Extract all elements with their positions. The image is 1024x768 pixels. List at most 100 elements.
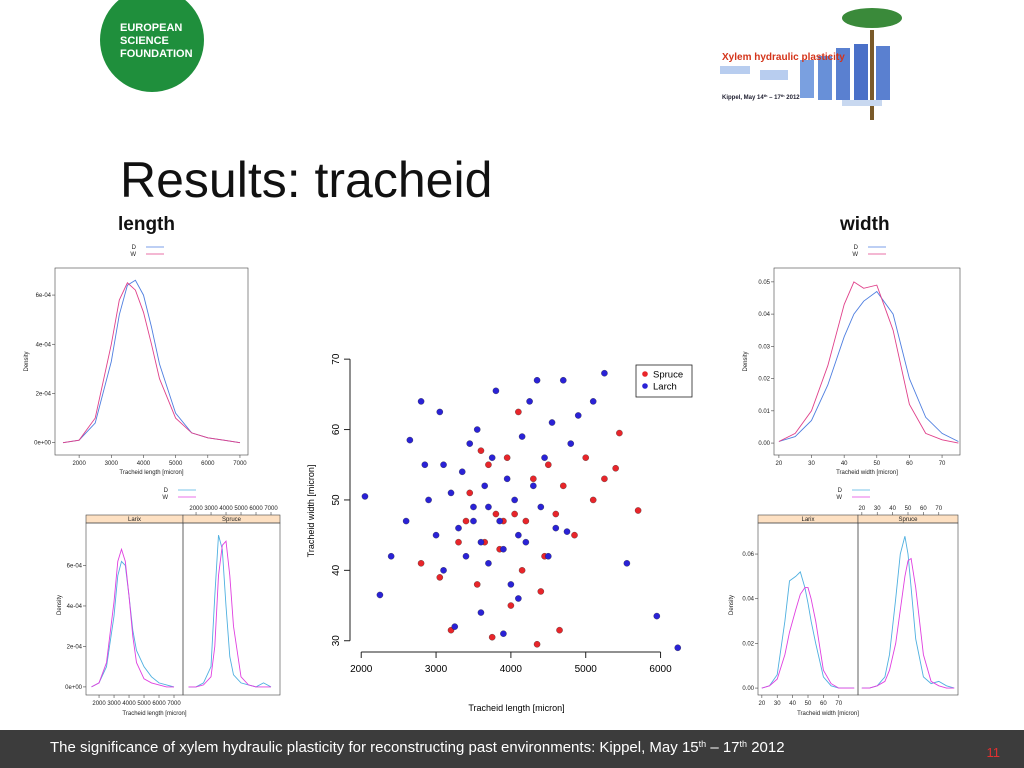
scatter-point	[522, 538, 530, 546]
scatter-point	[421, 461, 429, 468]
sup: th	[740, 739, 748, 749]
legend-marker	[642, 383, 648, 389]
x-tick-label: 7000	[233, 461, 247, 467]
scatter-point	[515, 408, 522, 416]
slide-title: Results: tracheid	[120, 152, 492, 208]
y-tick-label: 0.03	[758, 344, 770, 350]
workshop-date: Kippel, May 14th – 17th 2012	[722, 93, 800, 102]
x-axis-label: Tracheid width [micron]	[797, 711, 859, 717]
x-axis-label: Tracheid length [micron]	[122, 711, 186, 717]
scatter-point	[462, 553, 470, 560]
y-tick-label: 0.02	[758, 377, 770, 383]
x-tick-label: 50	[873, 461, 880, 467]
x-tick-label: 2000	[350, 664, 373, 675]
sup: th	[764, 93, 768, 98]
x-tick-label: 3000	[425, 664, 448, 675]
density-line	[62, 282, 241, 444]
x-tick-label: 60	[906, 461, 913, 467]
panel-title: Spruce	[898, 517, 918, 523]
x-tick-label: 70	[935, 506, 942, 512]
scatter-point	[455, 538, 462, 546]
x-tick-label: 5000	[169, 461, 183, 467]
scatter-point	[376, 591, 384, 599]
y-tick-label: 4e-04	[67, 604, 83, 610]
x-tick-label: 20	[859, 506, 866, 512]
scatter-point	[674, 644, 682, 652]
x-tick-label: 50	[805, 701, 812, 707]
panel-title: Larix	[801, 517, 814, 523]
scatter-point	[485, 503, 492, 511]
scatter-point	[541, 454, 548, 461]
panel-frame	[857, 522, 959, 696]
x-tick-label: 4000	[500, 664, 523, 675]
x-tick-label: 3000	[204, 506, 218, 512]
section-label: length	[118, 214, 175, 235]
x-tick-label: 60	[920, 506, 927, 512]
scatter-point	[466, 440, 473, 447]
x-tick-label: 50	[905, 506, 912, 512]
scatter-point	[500, 545, 507, 553]
legend-label: W	[162, 495, 168, 501]
scatter-point	[545, 461, 552, 468]
scatter-point	[545, 553, 552, 560]
scatter-point	[533, 377, 541, 384]
legend-label: W	[130, 252, 136, 258]
legend-label: Spruce	[653, 370, 683, 381]
density-line	[778, 281, 959, 444]
scatter-point	[488, 633, 496, 641]
x-tick-label: 7000	[167, 701, 181, 707]
x-tick-label: 40	[789, 701, 796, 707]
y-tick-label: 70	[331, 353, 342, 365]
scatter-point	[515, 531, 522, 539]
x-tick-label: 2000	[72, 461, 86, 467]
y-axis-label: Density	[743, 351, 749, 371]
y-axis-label: Density	[57, 595, 63, 615]
scatter-point	[361, 493, 369, 500]
scatter-point	[552, 524, 560, 532]
scatter-point	[462, 517, 470, 525]
scatter-point	[567, 440, 575, 447]
y-tick-label: 30	[331, 635, 342, 647]
scatter-point	[601, 369, 608, 377]
x-tick-label: 60	[820, 701, 827, 707]
legend-marker	[642, 371, 648, 377]
panel-frame	[182, 522, 281, 696]
x-tick-label: 70	[939, 461, 946, 467]
scatter-point	[492, 510, 500, 518]
y-tick-label: 0.05	[758, 280, 770, 286]
scatter-point	[560, 482, 567, 490]
y-tick-label: 0.04	[758, 312, 770, 318]
footer-bar	[0, 730, 1024, 768]
scatter-point	[503, 475, 511, 483]
x-tick-label: 4000	[122, 701, 136, 707]
scatter-point	[387, 553, 395, 560]
density-line	[761, 587, 855, 689]
y-tick-label: 0.04	[742, 597, 754, 603]
workshop-title: Xylem hydraulic plasticity	[722, 52, 845, 63]
scatter-point	[417, 560, 425, 567]
scatter-point	[458, 468, 466, 476]
scatter-point	[470, 503, 477, 511]
scatter-point	[436, 408, 444, 416]
y-axis-label: Density	[729, 595, 735, 615]
scatter-point	[537, 588, 545, 595]
legend-label: Larch	[653, 382, 677, 393]
y-tick-label: 0.02	[742, 641, 754, 647]
legend-label: D	[854, 245, 859, 251]
density-line	[861, 557, 955, 689]
x-tick-label: 2000	[92, 701, 106, 707]
page-number: 11	[987, 745, 1001, 760]
legend-label: D	[164, 488, 169, 494]
logo-line: SCIENCE	[120, 35, 169, 47]
x-axis-label: Tracheid length [micron]	[119, 470, 183, 476]
legend-label: W	[836, 495, 842, 501]
esf-logo	[100, 0, 204, 92]
panel-title: Larix	[128, 517, 141, 523]
y-tick-label: 60	[331, 424, 342, 436]
x-tick-label: 6000	[649, 664, 672, 675]
y-tick-label: 6e-04	[36, 293, 52, 299]
x-tick-label: 5000	[137, 701, 151, 707]
scatter-point	[485, 461, 492, 468]
scatter-point	[432, 531, 440, 539]
